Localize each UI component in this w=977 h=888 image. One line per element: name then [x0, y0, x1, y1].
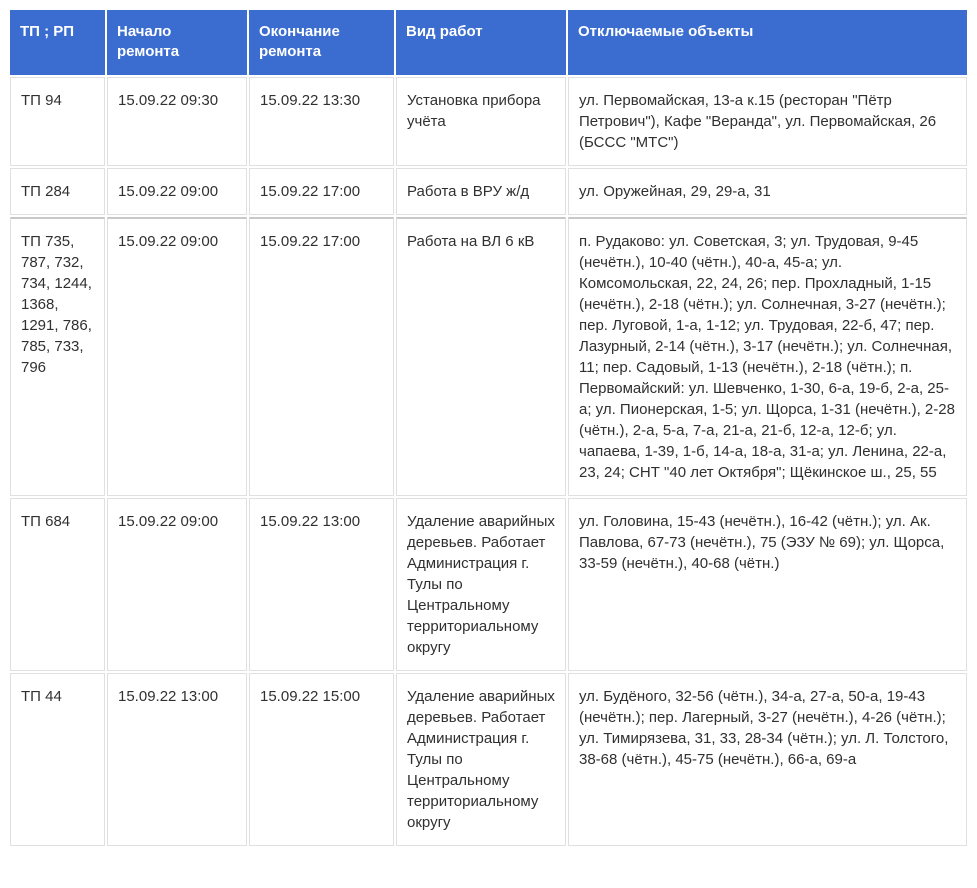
- table-row: ТП 735, 787, 732, 734, 1244, 1368, 1291,…: [10, 217, 967, 496]
- cell-end: 15.09.22 17:00: [249, 168, 394, 215]
- cell-end: 15.09.22 15:00: [249, 673, 394, 846]
- col-header-objects: Отключаемые объекты: [568, 10, 967, 75]
- cell-objects: ул. Головина, 15-43 (нечётн.), 16-42 (чё…: [568, 498, 967, 671]
- cell-start: 15.09.22 09:00: [107, 217, 247, 496]
- cell-start: 15.09.22 13:00: [107, 673, 247, 846]
- cell-objects: ул. Будёного, 32-56 (чётн.), 34-а, 27-а,…: [568, 673, 967, 846]
- cell-work: Удаление аварийных деревьев. Работает Ад…: [396, 498, 566, 671]
- cell-work: Установка прибора учёта: [396, 77, 566, 166]
- cell-start: 15.09.22 09:30: [107, 77, 247, 166]
- cell-objects: п. Рудаково: ул. Советская, 3; ул. Трудо…: [568, 217, 967, 496]
- cell-end: 15.09.22 13:00: [249, 498, 394, 671]
- cell-tp: ТП 94: [10, 77, 105, 166]
- cell-start: 15.09.22 09:00: [107, 168, 247, 215]
- cell-objects: ул. Первомайская, 13-а к.15 (ресторан "П…: [568, 77, 967, 166]
- cell-tp: ТП 284: [10, 168, 105, 215]
- col-header-end: Окончание ремонта: [249, 10, 394, 75]
- col-header-work: Вид работ: [396, 10, 566, 75]
- table-row: ТП 4415.09.22 13:0015.09.22 15:00Удалени…: [10, 673, 967, 846]
- cell-end: 15.09.22 17:00: [249, 217, 394, 496]
- col-header-start: Начало ремонта: [107, 10, 247, 75]
- table-row: ТП 9415.09.22 09:3015.09.22 13:30Установ…: [10, 77, 967, 166]
- cell-tp: ТП 684: [10, 498, 105, 671]
- cell-work: Работа на ВЛ 6 кВ: [396, 217, 566, 496]
- table-row: ТП 68415.09.22 09:0015.09.22 13:00Удален…: [10, 498, 967, 671]
- cell-work: Удаление аварийных деревьев. Работает Ад…: [396, 673, 566, 846]
- cell-tp: ТП 44: [10, 673, 105, 846]
- cell-objects: ул. Оружейная, 29, 29-а, 31: [568, 168, 967, 215]
- cell-work: Работа в ВРУ ж/д: [396, 168, 566, 215]
- table-row: ТП 28415.09.22 09:0015.09.22 17:00Работа…: [10, 168, 967, 215]
- cell-end: 15.09.22 13:30: [249, 77, 394, 166]
- col-header-tp: ТП ; РП: [10, 10, 105, 75]
- outage-table: ТП ; РП Начало ремонта Окончание ремонта…: [8, 8, 969, 848]
- cell-tp: ТП 735, 787, 732, 734, 1244, 1368, 1291,…: [10, 217, 105, 496]
- cell-start: 15.09.22 09:00: [107, 498, 247, 671]
- table-header-row: ТП ; РП Начало ремонта Окончание ремонта…: [10, 10, 967, 75]
- table-body: ТП 9415.09.22 09:3015.09.22 13:30Установ…: [10, 77, 967, 846]
